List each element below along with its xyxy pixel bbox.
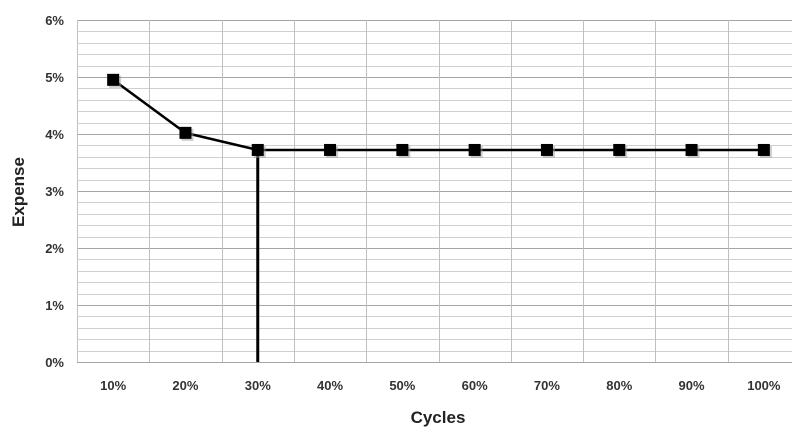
x-tick-label: 40% (317, 378, 343, 393)
x-tick-label: 100% (747, 378, 781, 393)
data-point (468, 143, 481, 156)
y-tick-label: 1% (45, 298, 64, 313)
data-point (251, 143, 264, 156)
data-point (685, 143, 698, 156)
y-axis-tick-labels: 0% 1% 2% 3% 4% 5% 6% (45, 13, 64, 370)
y-tick-label: 2% (45, 241, 64, 256)
data-point (540, 143, 553, 156)
x-tick-label: 50% (389, 378, 415, 393)
gridlines (77, 20, 792, 363)
x-tick-label: 20% (172, 378, 198, 393)
series-group (107, 73, 772, 158)
y-axis-title: Expense (9, 157, 28, 227)
y-tick-label: 0% (45, 355, 64, 370)
data-point (107, 73, 120, 86)
y-tick-label: 5% (45, 70, 64, 85)
y-tick-label: 4% (45, 127, 64, 142)
x-tick-label: 90% (679, 378, 705, 393)
y-tick-label: 6% (45, 13, 64, 28)
data-point (757, 143, 770, 156)
data-point (324, 143, 337, 156)
x-axis-tick-labels: 10% 20% 30% 40% 50% 60% 70% 80% 90% 100% (100, 378, 781, 393)
data-point (613, 143, 626, 156)
x-tick-label: 70% (534, 378, 560, 393)
x-tick-label: 10% (100, 378, 126, 393)
data-point (396, 143, 409, 156)
x-tick-label: 80% (606, 378, 632, 393)
series-line (112, 78, 764, 152)
x-axis-title: Cycles (411, 408, 466, 427)
y-tick-label: 3% (45, 184, 64, 199)
x-tick-label: 30% (245, 378, 271, 393)
data-point (179, 126, 192, 139)
x-tick-label: 60% (462, 378, 488, 393)
